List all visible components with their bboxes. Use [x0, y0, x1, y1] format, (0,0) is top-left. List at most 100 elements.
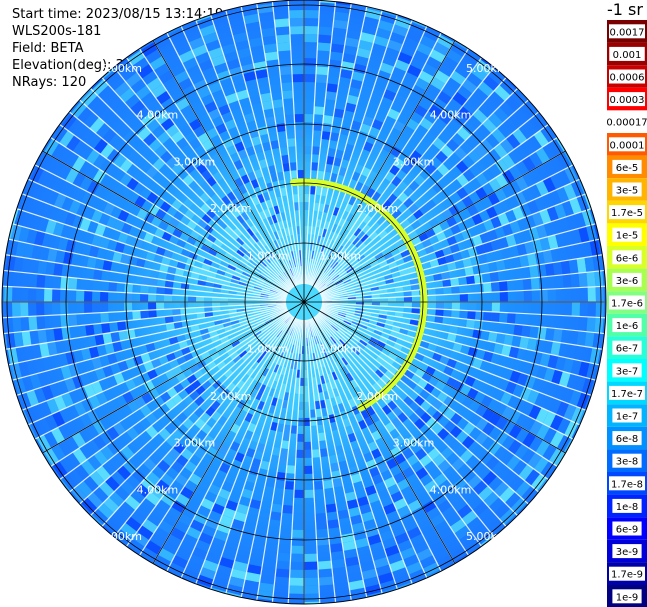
range-label: 4.00km — [137, 108, 179, 121]
range-bin — [36, 273, 46, 289]
range-bin — [304, 34, 319, 43]
range-bin — [448, 325, 459, 335]
range-bin — [276, 229, 283, 239]
range-bin — [316, 536, 330, 546]
range-bin — [242, 402, 252, 413]
colorbar-label-bg — [612, 408, 642, 423]
range-bin — [353, 283, 362, 289]
range-bin — [112, 421, 127, 437]
range-bin — [367, 340, 377, 348]
backscatter-disk — [2, 0, 606, 604]
range-bin — [324, 163, 334, 173]
range-bin — [344, 491, 357, 502]
range-bin — [231, 198, 241, 209]
range-bin — [356, 341, 366, 350]
range-bin — [352, 334, 362, 342]
range-bin — [408, 202, 420, 214]
range-bin — [344, 37, 360, 48]
range-bin — [92, 434, 107, 451]
range-bin — [339, 246, 347, 256]
range-bin — [472, 234, 483, 247]
range-bin — [304, 489, 315, 498]
azimuth-spoke — [152, 301, 305, 564]
range-bin — [584, 256, 595, 273]
range-bin — [274, 115, 286, 125]
range-bin — [299, 377, 304, 386]
azimuth-spoke — [303, 301, 456, 564]
range-bin — [273, 231, 280, 240]
range-bin — [364, 484, 378, 497]
range-bin — [37, 329, 48, 344]
range-bin — [453, 146, 468, 161]
range-bin — [217, 488, 231, 500]
range-bin — [21, 330, 32, 347]
range-bin — [485, 205, 498, 220]
range-bin — [238, 280, 247, 287]
range-label: 3.00km — [393, 436, 435, 449]
range-bin — [408, 390, 420, 402]
range-bin — [218, 556, 235, 569]
range-bin — [400, 218, 411, 230]
ray-line — [318, 124, 549, 292]
range-bin — [505, 234, 517, 248]
range-bin — [185, 526, 202, 540]
range-bin — [393, 93, 408, 106]
range-bin — [393, 252, 403, 262]
range-bin — [493, 342, 504, 355]
ray-line — [12, 306, 287, 381]
range-bin — [164, 315, 174, 324]
range-bin — [273, 372, 281, 382]
range-bin — [467, 310, 476, 320]
range-bin — [317, 42, 332, 52]
range-bin — [350, 473, 363, 484]
range-bin — [26, 389, 39, 407]
range-bin — [297, 186, 304, 195]
range-bin — [533, 130, 549, 148]
ray-line — [304, 0, 321, 285]
range-bin — [535, 407, 549, 424]
ray-line — [3, 303, 287, 335]
colorbar-label: 1e-8 — [616, 502, 639, 513]
range-bin — [562, 357, 574, 374]
range-bin — [403, 302, 412, 308]
range-bin — [224, 325, 234, 333]
range-bin — [170, 460, 185, 474]
range-bin — [53, 192, 67, 209]
range-bin — [320, 187, 329, 197]
range-bin — [448, 438, 462, 452]
range-bin — [170, 527, 186, 541]
range-bin — [509, 369, 521, 384]
range-label: 5.00km — [100, 530, 142, 543]
azimuth-spoke — [42, 150, 305, 303]
range-bin — [361, 317, 370, 324]
range-bin — [461, 510, 478, 526]
ray-line — [256, 319, 302, 601]
range-bin — [570, 406, 585, 425]
range-bin — [93, 450, 109, 466]
range-bin — [529, 420, 543, 436]
range-bin — [499, 486, 516, 503]
ray-line — [309, 19, 413, 286]
range-bin — [228, 576, 245, 588]
range-bin — [360, 320, 369, 327]
range-bin — [304, 162, 312, 171]
range-bin — [314, 400, 321, 410]
range-bin — [101, 128, 117, 144]
range-bin — [81, 191, 94, 207]
range-bin — [182, 57, 199, 71]
range-bin — [304, 194, 310, 203]
range-bin — [250, 325, 259, 332]
colorbar-label: 1e-7 — [616, 412, 639, 423]
range-bin — [334, 360, 342, 370]
range-bin — [193, 79, 209, 92]
range-bin — [361, 260, 370, 268]
range-bin — [397, 51, 414, 65]
ray-line — [8, 238, 287, 299]
range-bin — [562, 273, 572, 289]
range-bin — [104, 475, 121, 492]
range-bin — [388, 261, 398, 270]
ray-line — [315, 314, 507, 527]
colorbar-label: 3e-9 — [616, 547, 639, 558]
range-bin — [366, 187, 376, 199]
range-bin — [435, 302, 444, 310]
